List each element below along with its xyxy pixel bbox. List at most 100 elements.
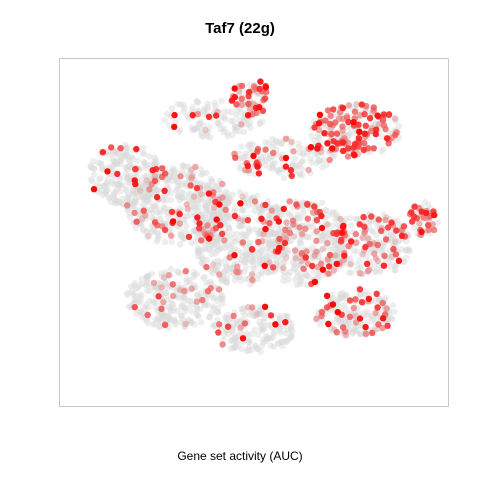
data-point-1290 — [265, 212, 272, 219]
data-point-1555 — [388, 231, 395, 238]
data-point-978 — [210, 241, 217, 248]
chart-title: Taf7 (22g) — [205, 20, 275, 37]
data-point-101 — [189, 104, 196, 111]
data-point-446 — [109, 165, 116, 172]
data-point-1901 — [178, 312, 185, 319]
data-point-2699 — [380, 111, 388, 118]
data-point-1975 — [288, 332, 295, 340]
data-point-108 — [197, 118, 204, 126]
data-point-2160 — [342, 292, 350, 299]
data-point-2724 — [325, 263, 333, 270]
data-point-766 — [206, 207, 213, 214]
data-point-1159 — [248, 253, 255, 260]
data-point-2010 — [288, 320, 295, 328]
data-point-1966 — [240, 305, 247, 312]
data-point-4 — [181, 105, 188, 112]
data-point-1126 — [226, 264, 234, 272]
data-point-1911 — [208, 310, 215, 317]
data-point-1144 — [258, 270, 265, 278]
data-point-2601 — [233, 101, 240, 108]
data-point-2057 — [274, 340, 281, 347]
data-point-2191 — [333, 296, 340, 303]
data-point-357 — [116, 198, 123, 206]
data-point-331 — [100, 182, 107, 189]
data-point-1097 — [242, 263, 250, 271]
data-point-2527 — [226, 254, 233, 261]
data-point-737 — [174, 192, 182, 199]
data-point-385 — [140, 196, 147, 203]
data-point-1167 — [240, 207, 247, 214]
data-point-1787 — [155, 316, 162, 323]
data-point-1821 — [151, 321, 159, 328]
data-point-2584 — [385, 140, 392, 147]
data-point-340 — [99, 191, 107, 199]
data-point-443 — [116, 153, 124, 161]
data-point-259 — [312, 151, 319, 158]
data-point-2147 — [342, 295, 349, 302]
data-point-795 — [179, 167, 186, 174]
data-point-2038 — [263, 332, 270, 340]
data-point-1964 — [232, 344, 239, 351]
data-point-1652 — [394, 217, 401, 224]
data-point-382 — [110, 157, 117, 164]
data-point-764 — [125, 193, 132, 201]
data-point-395 — [103, 179, 111, 186]
data-point-2576 — [169, 281, 176, 288]
data-point-1017 — [223, 211, 230, 219]
data-point-1830 — [161, 279, 169, 286]
data-point-2577 — [239, 82, 246, 90]
data-point-1981 — [284, 326, 291, 334]
data-point-1730 — [214, 309, 222, 316]
data-point-512 — [117, 175, 124, 182]
data-point-1423 — [320, 230, 328, 237]
data-point-1664 — [391, 262, 399, 270]
data-point-2595 — [392, 131, 399, 139]
data-point-781 — [211, 208, 218, 216]
data-point-2094 — [243, 330, 250, 337]
data-point-2536 — [430, 226, 438, 234]
data-point-801 — [139, 201, 146, 208]
data-point-1034 — [223, 275, 231, 282]
data-point-1256 — [252, 255, 259, 262]
data-point-457 — [132, 189, 139, 196]
data-point-278 — [315, 157, 322, 164]
data-point-2755 — [282, 163, 290, 170]
data-point-514 — [123, 187, 130, 194]
data-point-2480 — [361, 229, 368, 236]
data-point-223 — [317, 158, 324, 165]
data-point-2034 — [233, 337, 240, 344]
data-point-2636 — [323, 304, 331, 311]
data-point-2729 — [205, 113, 213, 121]
data-point-997 — [198, 259, 205, 266]
data-point-1845 — [145, 272, 152, 279]
data-point-1310 — [323, 207, 330, 214]
data-point-1064 — [224, 199, 232, 206]
data-point-432 — [123, 149, 131, 156]
data-point-1773 — [144, 274, 151, 281]
data-point-979 — [236, 222, 243, 230]
data-point-1806 — [186, 280, 194, 287]
data-point-1445 — [331, 237, 339, 244]
data-point-2797 — [329, 145, 336, 152]
data-point-1444 — [322, 206, 329, 214]
data-point-319 — [262, 162, 269, 169]
data-point-1140 — [233, 230, 241, 238]
data-point-1899 — [152, 285, 159, 292]
data-point-1985 — [233, 334, 240, 341]
data-point-707 — [166, 176, 173, 183]
data-point-2503 — [326, 156, 333, 164]
data-point-2028 — [233, 339, 240, 347]
data-point-501 — [105, 194, 113, 201]
data-point-587 — [227, 196, 234, 204]
data-point-857 — [203, 207, 210, 214]
data-point-932 — [226, 269, 233, 276]
data-point-321 — [262, 139, 269, 146]
data-point-1029 — [239, 249, 247, 256]
data-point-71 — [216, 121, 223, 128]
data-point-1880 — [188, 301, 195, 308]
data-point-1808 — [166, 305, 174, 312]
data-point-754 — [165, 213, 172, 220]
data-point-2720 — [355, 135, 362, 142]
data-point-2655 — [330, 106, 337, 113]
data-point-1430 — [265, 231, 272, 238]
